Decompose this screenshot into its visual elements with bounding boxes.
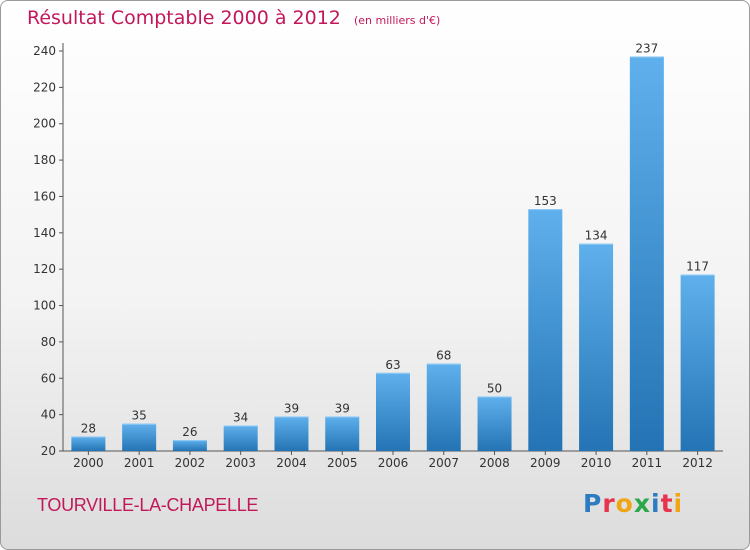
logo-letter: r <box>602 489 616 518</box>
data-label: 28 <box>81 421 96 435</box>
y-tick-label: 240 <box>33 44 56 58</box>
chart-title: Résultat Comptable 2000 à 2012 <box>27 7 341 29</box>
chart-subtitle: (en milliers d'€) <box>353 14 441 27</box>
bar <box>376 372 410 451</box>
data-label: 63 <box>385 358 400 372</box>
bar <box>274 416 309 451</box>
y-tick-label: 200 <box>33 117 56 131</box>
bar <box>71 436 106 451</box>
x-tick-label: 2002 <box>175 456 206 470</box>
logo-letter: o <box>615 489 634 518</box>
data-label: 39 <box>284 401 299 415</box>
title-row: Résultat Comptable 2000 à 2012 (en milli… <box>27 7 440 29</box>
y-tick-label: 100 <box>33 299 56 313</box>
y-tick-label: 160 <box>33 189 56 203</box>
y-tick-label: 120 <box>33 262 56 276</box>
x-tick-label: 2009 <box>530 456 561 470</box>
bar <box>122 423 157 451</box>
x-tick-label: 2008 <box>479 456 510 470</box>
x-tick-label: 2010 <box>581 456 612 470</box>
x-tick-label: 2006 <box>378 456 409 470</box>
logo-letter: i <box>651 489 661 518</box>
bar <box>477 396 512 451</box>
x-tick-label: 2007 <box>428 456 459 470</box>
data-label: 117 <box>686 260 709 274</box>
x-tick-label: 2000 <box>73 456 104 470</box>
data-label: 34 <box>233 411 248 425</box>
y-tick-label: 60 <box>41 371 56 385</box>
y-tick-label: 220 <box>33 80 56 94</box>
data-label: 68 <box>436 349 451 363</box>
logo-letter: x <box>633 489 651 518</box>
data-label: 153 <box>534 194 557 208</box>
commune-name: TOURVILLE-LA-CHAPELLE <box>37 495 259 515</box>
x-tick-label: 2004 <box>276 456 307 470</box>
data-label: 237 <box>635 41 658 55</box>
bar <box>223 425 258 451</box>
bar <box>680 274 715 451</box>
x-tick-label: 2011 <box>632 456 663 470</box>
data-label: 26 <box>182 425 197 439</box>
data-label: 35 <box>132 409 147 423</box>
x-tick-label: 2001 <box>124 456 155 470</box>
bar <box>629 56 664 452</box>
x-tick-label: 2003 <box>225 456 256 470</box>
bar <box>325 416 360 451</box>
bar <box>579 243 614 451</box>
x-tick-label: 2012 <box>682 456 713 470</box>
data-label: 134 <box>585 229 608 243</box>
y-tick-label: 180 <box>33 153 56 167</box>
y-tick-label: 20 <box>41 444 56 458</box>
data-label: 39 <box>335 401 350 415</box>
y-tick-label: 80 <box>41 335 56 349</box>
x-tick-label: 2005 <box>327 456 358 470</box>
data-label: 50 <box>487 381 502 395</box>
bar <box>172 440 207 451</box>
y-tick-label: 140 <box>33 226 56 240</box>
proxiti-logo: Proxiti <box>583 489 683 518</box>
logo-letter: i <box>673 489 684 518</box>
logo-letter: P <box>583 489 603 518</box>
bar <box>528 209 563 451</box>
logo-letter: t <box>660 489 674 518</box>
bar <box>426 363 461 451</box>
y-tick-label: 40 <box>41 408 56 422</box>
